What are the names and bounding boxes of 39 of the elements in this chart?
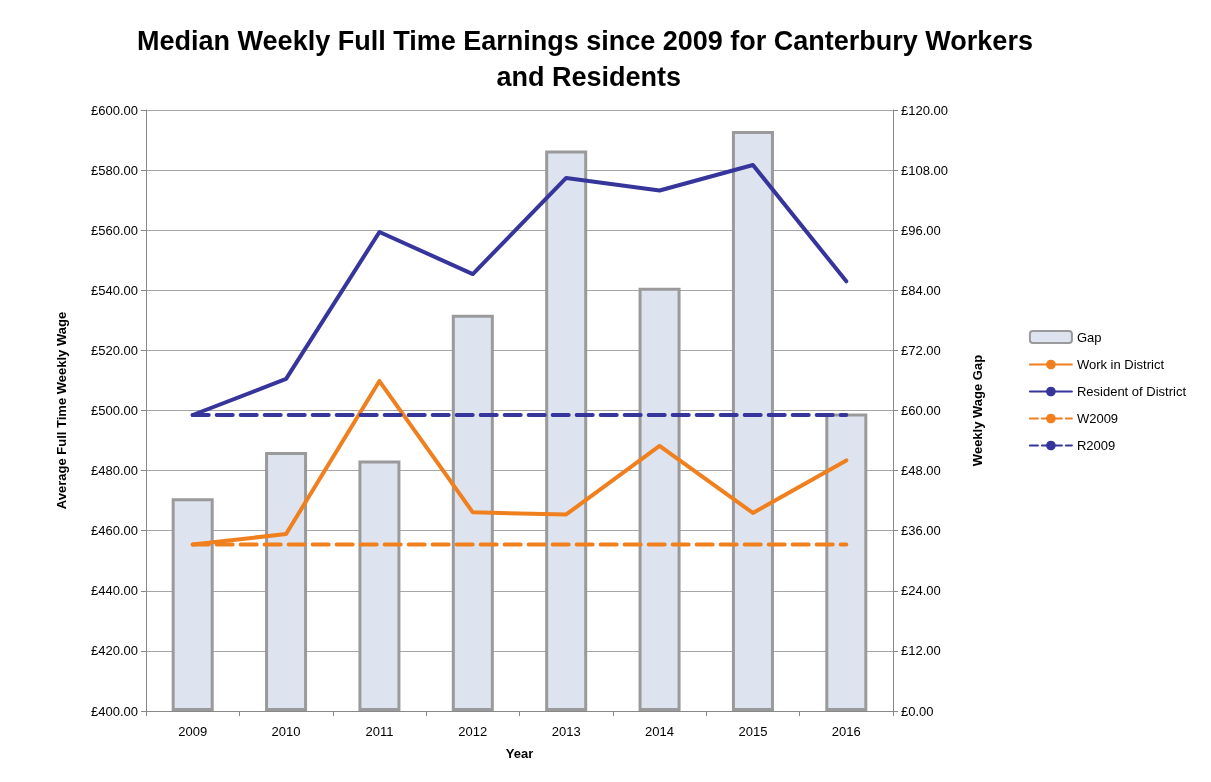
y2-tick-label: £12.00 xyxy=(901,643,941,659)
y-tick-label: £560.00 xyxy=(91,222,138,238)
y-tick-label: £580.00 xyxy=(91,162,138,178)
y2-tick-label: £0.00 xyxy=(901,703,934,719)
y2-tick-label: £60.00 xyxy=(901,403,941,418)
x-tick-label: 2009 xyxy=(178,724,208,739)
y-tick-label: £500.00 xyxy=(91,403,138,418)
y2-tick-label: £84.00 xyxy=(901,282,941,298)
y-tick-label: £540.00 xyxy=(91,282,138,298)
y2-tick-label: £48.00 xyxy=(901,463,941,479)
y2-tick-label: £120.00 xyxy=(901,102,948,118)
x-tick-label: 2013 xyxy=(551,724,581,739)
y-axis-title: Average Full Time Weekly Wage xyxy=(54,311,69,510)
x-tick-label: 2014 xyxy=(645,724,675,739)
legend-label: Gap xyxy=(1076,329,1102,345)
y2-tick-label: £96.00 xyxy=(901,222,941,238)
y-tick-label: £400.00 xyxy=(91,703,138,719)
legend-label: R2009 xyxy=(1076,438,1116,453)
y2-tick-label: £24.00 xyxy=(901,583,941,599)
y-tick-label: £600.00 xyxy=(91,102,138,118)
legend-label: Resident of District xyxy=(1076,384,1187,399)
legend-label: Work in District xyxy=(1076,357,1165,372)
x-tick-label: 2011 xyxy=(365,724,394,739)
y2-axis-title: Weekly Wage Gap xyxy=(970,354,985,467)
x-tick-label: 2012 xyxy=(458,724,488,739)
y-tick-label: £520.00 xyxy=(91,342,138,358)
legend-label: W2009 xyxy=(1076,411,1119,426)
y2-tick-label: £108.00 xyxy=(901,162,948,178)
x-tick-label: 2015 xyxy=(738,724,768,739)
y-tick-label: £440.00 xyxy=(91,583,138,599)
y-tick-label: £420.00 xyxy=(91,643,138,659)
chart-title: Median Weekly Full Time Earnings since 2009 for Canterbury Workers and Residents xyxy=(137,26,1033,92)
x-axis-title: Year xyxy=(505,746,534,761)
x-tick-label: 2016 xyxy=(831,724,861,739)
x-tick-label: 2010 xyxy=(271,724,301,739)
y2-tick-label: £72.00 xyxy=(901,342,941,358)
y2-tick-label: £36.00 xyxy=(901,523,941,539)
y-tick-label: £480.00 xyxy=(91,463,138,479)
y-tick-label: £460.00 xyxy=(91,523,138,539)
